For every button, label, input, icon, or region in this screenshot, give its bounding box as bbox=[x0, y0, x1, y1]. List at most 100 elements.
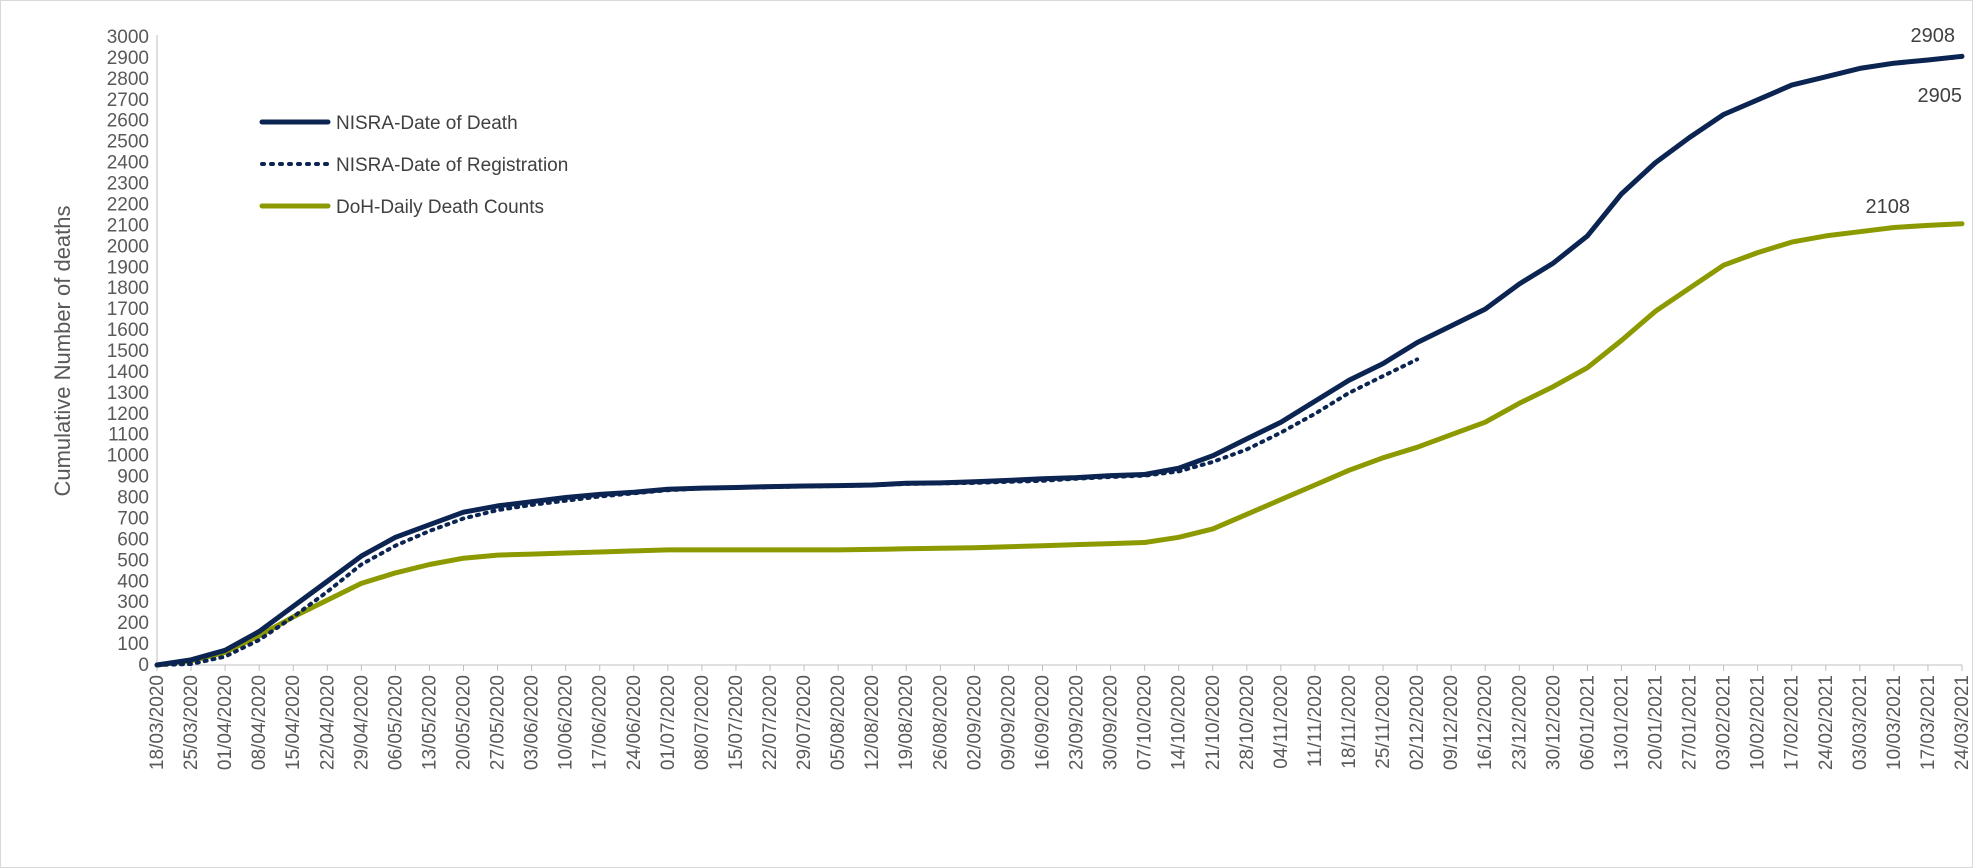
y-tick-label: 1100 bbox=[108, 425, 149, 446]
y-tick-label: 2900 bbox=[107, 48, 149, 69]
y-tick-label: 700 bbox=[117, 508, 149, 529]
x-tick-label: 14/10/2020 bbox=[1169, 675, 1190, 770]
x-tick-label: 27/05/2020 bbox=[488, 675, 509, 770]
x-tick-label: 17/03/2021 bbox=[1918, 675, 1939, 770]
x-tick-label: 03/02/2021 bbox=[1714, 675, 1735, 770]
x-tick-label: 24/06/2020 bbox=[624, 675, 645, 770]
y-tick-label: 900 bbox=[117, 467, 149, 488]
y-tick-label: 2300 bbox=[107, 174, 149, 195]
end-value-label-0: 2908 bbox=[1911, 25, 1956, 47]
series-line-0 bbox=[154, 53, 1965, 668]
end-labels: 2908 2905 2108 bbox=[1866, 25, 1963, 218]
x-tick-label: 28/10/2020 bbox=[1237, 675, 1258, 770]
x-tick-label: 08/07/2020 bbox=[692, 675, 713, 770]
x-tick-label: 05/08/2020 bbox=[828, 675, 849, 770]
y-tick-label: 1500 bbox=[107, 341, 149, 362]
x-tick-label: 29/07/2020 bbox=[794, 675, 815, 770]
x-tick-label: 04/11/2020 bbox=[1271, 675, 1292, 769]
y-tick-label: 2600 bbox=[107, 111, 149, 132]
y-tick-label: 2400 bbox=[107, 153, 149, 174]
y-tick-label: 300 bbox=[117, 592, 149, 613]
x-axis: 18/03/2020 25/03/2020 01/04/2020 08/04/2020… bbox=[147, 664, 1973, 770]
y-tick-label: 1900 bbox=[107, 257, 149, 278]
x-tick-label: 06/01/2021 bbox=[1577, 675, 1598, 770]
y-axis-title-group: Cumulative Number of deaths bbox=[50, 205, 75, 496]
x-tick-label: 02/09/2020 bbox=[964, 675, 985, 770]
x-tick-label: 15/07/2020 bbox=[726, 675, 747, 770]
y-tick-label: 500 bbox=[117, 550, 149, 571]
y-tick-label: 0 bbox=[138, 655, 149, 676]
y-axis: 0100200300400500600700800900100011001200… bbox=[107, 27, 158, 676]
x-tick-label: 07/10/2020 bbox=[1135, 675, 1156, 770]
x-tick-label: 02/12/2020 bbox=[1407, 675, 1428, 770]
x-tick-label: 24/02/2021 bbox=[1816, 675, 1837, 770]
x-tick-label: 26/08/2020 bbox=[930, 675, 951, 770]
series-line-1 bbox=[1925, 54, 1964, 62]
y-tick-label: 600 bbox=[117, 529, 149, 550]
y-tick-label: 2100 bbox=[107, 215, 149, 236]
y-tick-label: 1400 bbox=[107, 362, 149, 383]
y-tick-label: 1700 bbox=[107, 299, 149, 320]
legend-label-1: NISRA-Date of Registration bbox=[336, 155, 568, 176]
y-tick-label: 1300 bbox=[107, 383, 149, 404]
x-tick-label: 13/05/2020 bbox=[419, 675, 440, 770]
x-tick-label: 16/09/2020 bbox=[1032, 675, 1053, 770]
y-tick-label: 1200 bbox=[107, 404, 149, 425]
x-tick-label: 29/04/2020 bbox=[351, 675, 372, 770]
x-tick-label: 17/02/2021 bbox=[1782, 675, 1803, 770]
x-tick-label: 16/12/2020 bbox=[1475, 675, 1496, 770]
x-tick-label: 21/10/2020 bbox=[1203, 675, 1224, 770]
x-tick-label: 09/09/2020 bbox=[998, 675, 1019, 770]
y-tick-label: 3000 bbox=[107, 27, 149, 48]
y-tick-label: 2700 bbox=[107, 90, 149, 111]
x-tick-label: 10/03/2021 bbox=[1884, 675, 1905, 770]
end-value-label-1: 2905 bbox=[1918, 85, 1963, 107]
x-tick-label: 30/12/2020 bbox=[1543, 675, 1564, 770]
y-tick-label: 2000 bbox=[107, 236, 149, 257]
x-tick-label: 11/11/2020 bbox=[1305, 675, 1326, 767]
x-tick-label: 06/05/2020 bbox=[385, 675, 406, 770]
x-tick-label: 08/04/2020 bbox=[249, 675, 270, 770]
x-tick-label: 01/07/2020 bbox=[658, 675, 679, 770]
y-tick-label: 2200 bbox=[107, 194, 149, 215]
x-tick-label: 10/06/2020 bbox=[556, 675, 577, 770]
y-tick-label: 800 bbox=[117, 488, 149, 509]
x-tick-label: 18/03/2020 bbox=[147, 675, 168, 770]
x-tick-label: 15/04/2020 bbox=[283, 675, 304, 770]
x-tick-label: 03/06/2020 bbox=[522, 675, 543, 770]
x-tick-label: 20/05/2020 bbox=[454, 675, 475, 770]
series-line-1 bbox=[155, 357, 1420, 667]
x-tick-label: 23/09/2020 bbox=[1067, 675, 1088, 770]
x-tick-label: 03/03/2021 bbox=[1850, 675, 1871, 770]
series-lines bbox=[154, 53, 1965, 668]
series-line-2 bbox=[154, 221, 1965, 668]
x-tick-label: 01/04/2020 bbox=[215, 675, 236, 770]
x-tick-label: 18/11/2020 bbox=[1339, 675, 1360, 769]
y-axis-title: Cumulative Number of deaths bbox=[50, 205, 75, 496]
x-tick-label: 22/04/2020 bbox=[317, 675, 338, 770]
y-tick-label: 400 bbox=[117, 571, 149, 592]
y-tick-label: 200 bbox=[117, 613, 149, 634]
x-tick-label: 23/12/2020 bbox=[1509, 675, 1530, 770]
x-tick-label: 12/08/2020 bbox=[862, 675, 883, 770]
x-tick-label: 22/07/2020 bbox=[760, 675, 781, 770]
x-tick-label: 20/01/2021 bbox=[1645, 675, 1666, 770]
legend: NISRA-Date of Death NISRA-Date of Registr… bbox=[259, 113, 568, 218]
y-tick-label: 2800 bbox=[107, 69, 149, 90]
y-tick-label: 1800 bbox=[107, 278, 149, 299]
x-tick-label: 27/01/2021 bbox=[1680, 675, 1701, 770]
x-tick-label: 13/01/2021 bbox=[1611, 675, 1632, 770]
x-tick-label: 30/09/2020 bbox=[1101, 675, 1122, 770]
legend-label-2: DoH-Daily Death Counts bbox=[336, 197, 544, 218]
x-tick-label: 09/12/2020 bbox=[1441, 675, 1462, 770]
x-tick-label: 24/03/2021 bbox=[1952, 675, 1973, 770]
x-tick-label: 17/06/2020 bbox=[590, 675, 611, 770]
y-tick-label: 100 bbox=[117, 634, 149, 655]
end-value-label-2: 2108 bbox=[1866, 196, 1911, 218]
legend-label-0: NISRA-Date of Death bbox=[336, 113, 518, 134]
y-tick-label: 1000 bbox=[107, 446, 149, 467]
x-tick-label: 10/02/2021 bbox=[1748, 675, 1769, 770]
x-tick-label: 25/11/2020 bbox=[1373, 675, 1394, 769]
